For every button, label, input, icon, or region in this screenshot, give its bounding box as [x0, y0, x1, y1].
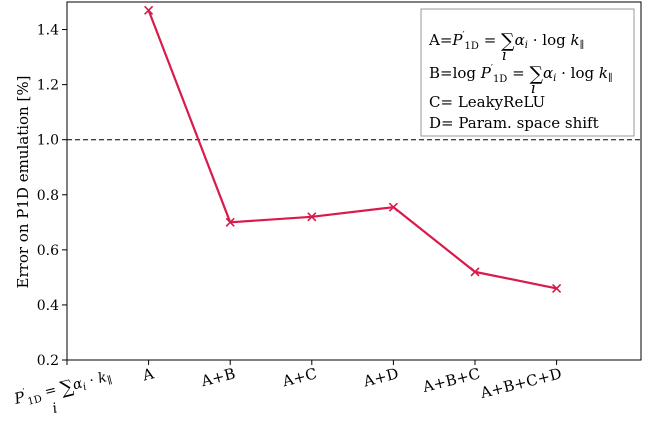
- svg-text:P′1D = ∑αi · k∥: P′1D = ∑αi · k∥: [11, 366, 113, 411]
- x-tick-label-2: A+B: [198, 364, 237, 390]
- data-point-0-3: [388, 202, 398, 212]
- data-point-0-4: [470, 267, 480, 277]
- x-tick-label-1: A: [140, 364, 156, 384]
- x-category-labels: P′1D = ∑αi · k∥ i A A+B A+C A+D A+B+CA+B+C+D: [11, 364, 564, 417]
- series-layer: [144, 5, 562, 293]
- legend-note-2: B=log P′1D = ∑αi · log k∥ i: [429, 63, 613, 97]
- legend-box: [420, 8, 635, 137]
- svg-text:B=log P′1D = ∑αi · log k∥: B=log P′1D = ∑αi · log k∥: [429, 63, 613, 85]
- y-axis-ticks: 0.2 0.4 0.6 0.8 1.0 1.2 1.4: [37, 23, 67, 369]
- data-point-0-2: [307, 212, 317, 222]
- y-tick-label-4: 1.0: [37, 133, 59, 149]
- data-point-0-0: [144, 5, 154, 15]
- plot-frame: [66, 1, 642, 361]
- svg-text:i: i: [51, 400, 59, 417]
- y-tick-label-1: 0.4: [37, 298, 59, 314]
- x-axis-ticks: [66, 360, 558, 365]
- svg-text:i: i: [531, 79, 536, 97]
- y-tick-label-0: 0.2: [37, 353, 59, 369]
- legend-note-3: C= LeakyReLU: [429, 93, 545, 111]
- y-tick-label-5: 1.2: [37, 78, 59, 94]
- y-tick-label-3: 0.8: [37, 188, 59, 204]
- x-tick-label-3: A+C: [280, 364, 319, 390]
- x-tick-label-5: A+B+C: [420, 364, 482, 396]
- data-point-0-1: [225, 217, 235, 227]
- x-tick-label-4: A+D: [361, 364, 401, 390]
- series-line-0: [147, 9, 557, 290]
- y-tick-label-6: 1.4: [37, 23, 59, 39]
- legend-note-4: D= Param. space shift: [429, 114, 599, 132]
- x-tick-label-6: A+B+C+D: [478, 364, 564, 402]
- svg-text:i: i: [502, 46, 507, 64]
- y-axis-label: Error on P1D emulation [%]: [14, 76, 32, 289]
- legend: A=P′1D = ∑αi · log k∥ i B=log P′1D = ∑αi…: [420, 8, 635, 137]
- data-point-0-5: [552, 283, 562, 293]
- y-tick-label-2: 0.6: [37, 243, 59, 259]
- x-tick-label-0: P′1D = ∑αi · k∥ i: [11, 366, 113, 417]
